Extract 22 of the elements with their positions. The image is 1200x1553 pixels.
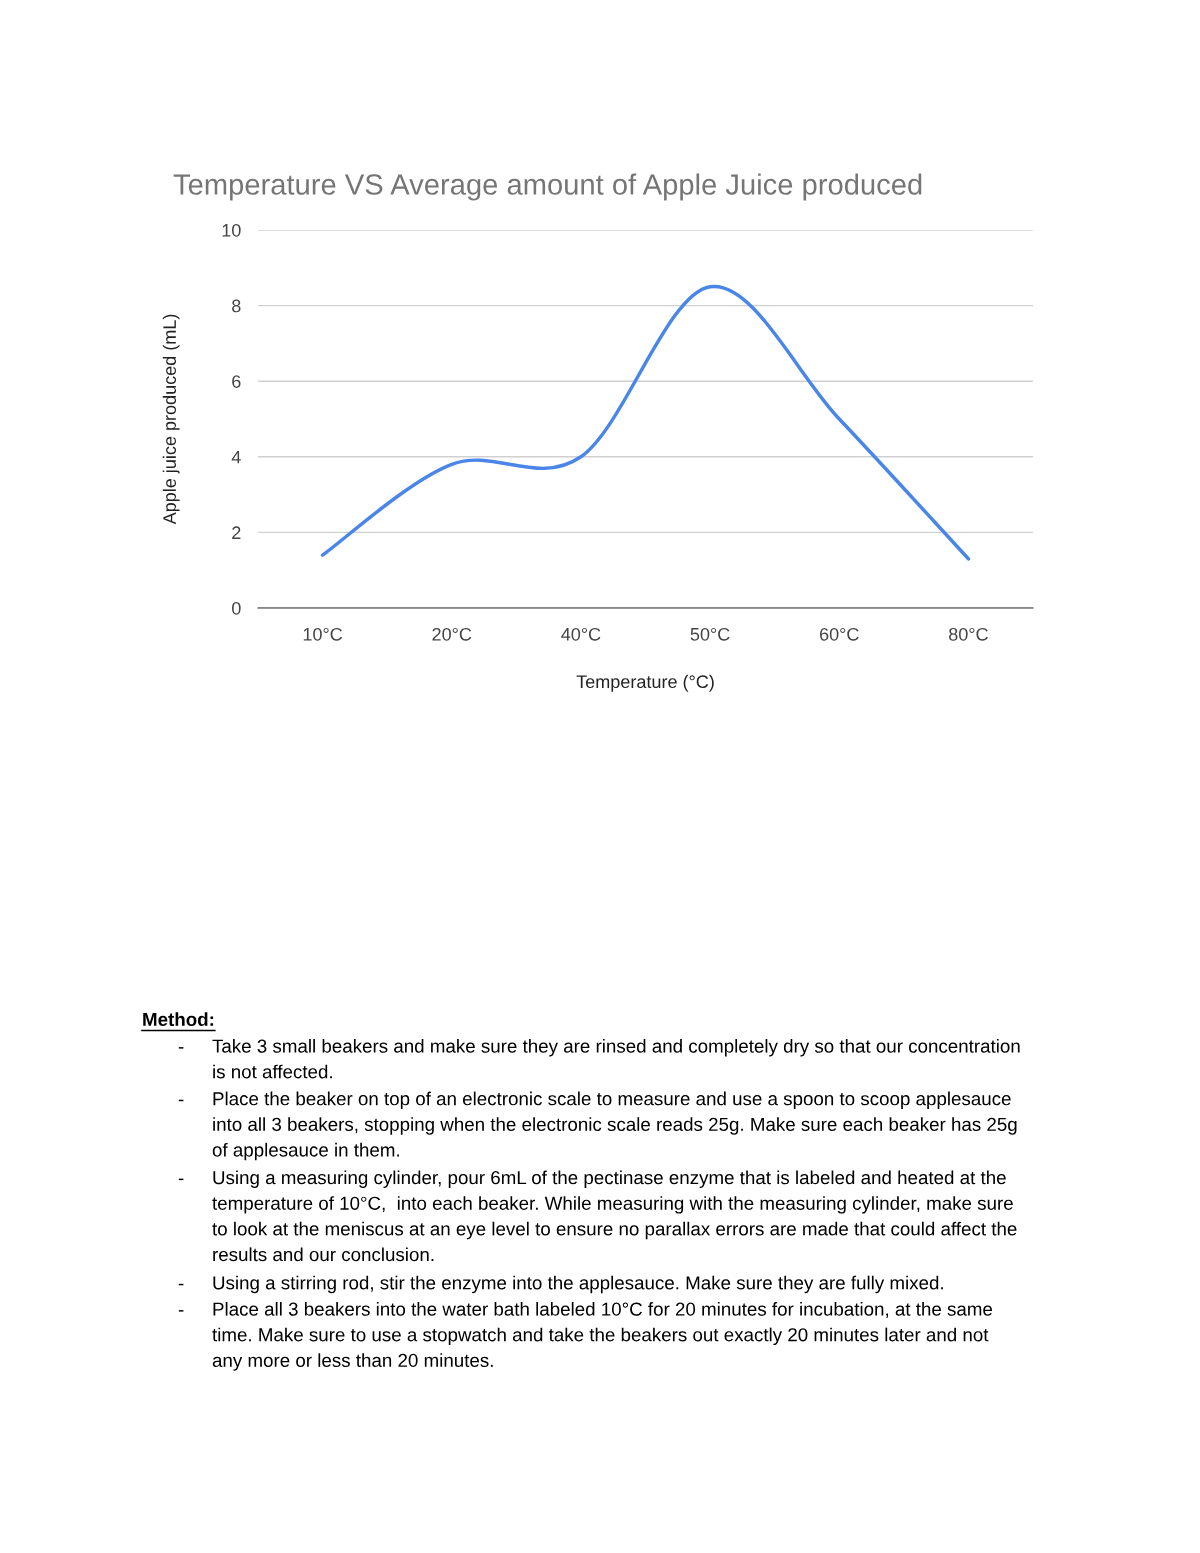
text: Method: <box>143 1012 214 1027</box>
line-series <box>320 284 971 561</box>
text: - Take 3 small beakers and make sure they are rinsed and completely dry so that our concentration is not affected. <box>178 1039 1020 1079</box>
y-tick-label: 2 <box>232 526 241 539</box>
x-tick-label: 20°C <box>432 627 472 641</box>
text: - Place all 3 beakers into the water bath labeled 10°C for 20 minutes for incubation, at the same time. Make sure to use a stopwatch and take the beakers out exactly 20 minutes later and not any more or less than 20 minutes. <box>178 1302 993 1371</box>
x-tick-label: 50°C <box>690 627 730 641</box>
y-tick-label: 4 <box>231 450 241 464</box>
x-tick-label: 40°C <box>561 627 601 641</box>
x-tick-label: 60°C <box>820 627 859 641</box>
x-axis-title: Temperature (°C) <box>576 674 714 692</box>
x-tick-label: 80°C <box>949 627 988 641</box>
y-tick-label: 0 <box>232 601 241 615</box>
y-tick-label: 8 <box>232 299 241 313</box>
text: - Using a measuring cylinder, pour 6mL of the pectinase enzyme that is labeled and heated at the temperature of 10°C, into each beaker. While measuring with the measuring cylinder, make sure to look at the meniscus at an eye level to ensure no parallax errors are made that could affect the results and our conclusion. <box>178 1170 1017 1262</box>
y-tick-label: 10 <box>222 223 241 237</box>
chart-title: Temperature VS Average amount of Apple Juice produced <box>173 173 922 201</box>
x-tick-label: 10°C <box>303 627 343 641</box>
text: - Place the beaker on top of an electronic scale to measure and use a spoon to scoop applesauce into all 3 beakers, stopping when the electronic scale reads 25g. Make sure each beaker has 25g of applesauce in them. <box>178 1091 1017 1161</box>
y-axis-title: Apple juice produced (mL) <box>162 314 180 525</box>
text: - Using a stirring rod, stir the enzyme into the applesauce. Make sure they are fully mixed. <box>178 1275 943 1294</box>
y-tick-label: 6 <box>232 375 241 388</box>
